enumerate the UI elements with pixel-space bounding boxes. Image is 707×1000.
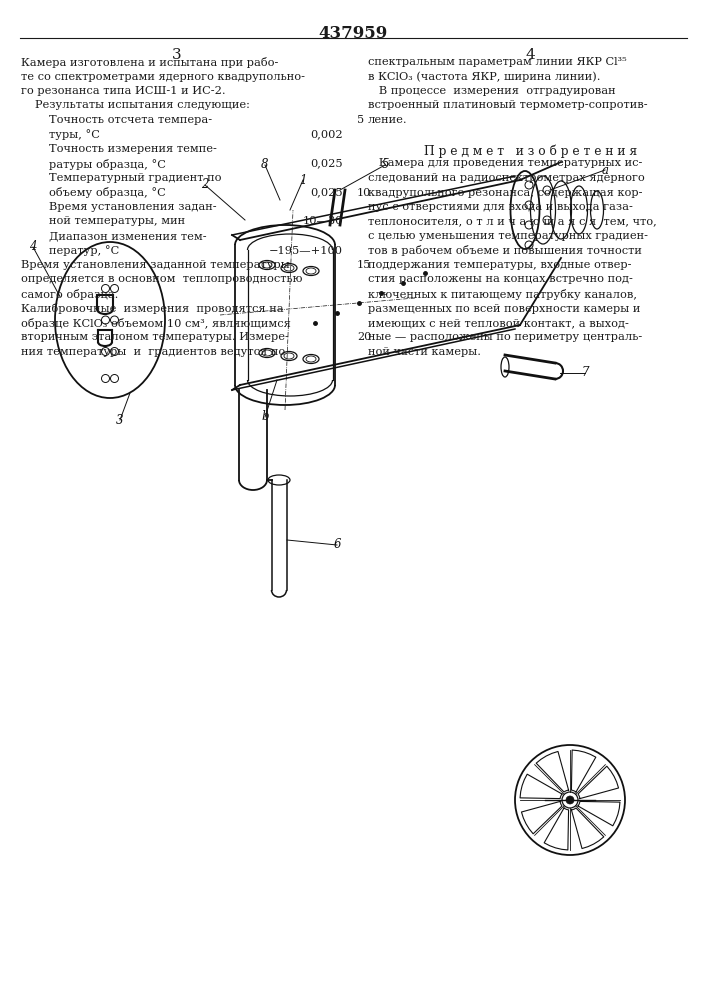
Text: объему образца, °С: объему образца, °С <box>49 188 166 198</box>
Text: 0,025: 0,025 <box>310 188 343 198</box>
Text: 437959: 437959 <box>318 25 387 42</box>
Text: те со спектрометрами ядерного квадрупольно-: те со спектрометрами ядерного квадруполь… <box>21 72 305 82</box>
Text: вторичным эталоном температуры. Измере-: вторичным эталоном температуры. Измере- <box>21 332 289 342</box>
Text: Камера изготовлена и испытана при рабо-: Камера изготовлена и испытана при рабо- <box>21 57 279 68</box>
Text: b: b <box>262 410 269 424</box>
Text: Камера для проведения температурных ис-: Камера для проведения температурных ис- <box>368 158 642 168</box>
Text: 10: 10 <box>357 188 371 198</box>
Text: туры, °С: туры, °С <box>49 129 100 140</box>
Text: 8: 8 <box>262 158 269 172</box>
Text: 10—30: 10—30 <box>303 217 343 227</box>
Text: Точность измерения темпе-: Точность измерения темпе- <box>49 144 217 154</box>
Text: Температурный градиент по: Температурный градиент по <box>49 173 222 183</box>
Text: стия расположены на концах встречно под-: стия расположены на концах встречно под- <box>368 274 633 284</box>
Text: поддержания температуры, входные отвер-: поддержания температуры, входные отвер- <box>368 260 631 270</box>
Text: 20: 20 <box>357 332 371 342</box>
Text: следований на радиоспектрометрах ядерного: следований на радиоспектрометрах ядерног… <box>368 173 644 183</box>
Text: пус с отверстиями для входа и выхода газа-: пус с отверстиями для входа и выхода газ… <box>368 202 633 212</box>
Text: тов в рабочем объеме и повышения точности: тов в рабочем объеме и повышения точност… <box>368 245 641 256</box>
Text: 5: 5 <box>357 115 364 125</box>
Text: 3: 3 <box>172 48 182 62</box>
Text: Калибровочные  измерения  проводятся на: Калибровочные измерения проводятся на <box>21 304 284 314</box>
Text: 3: 3 <box>116 414 124 426</box>
Text: Точность отсчета темпера-: Точность отсчета темпера- <box>49 115 213 125</box>
Text: ния температуры  и  градиентов ведутся по: ния температуры и градиентов ведутся по <box>21 347 286 357</box>
Text: 6: 6 <box>333 538 341 552</box>
Text: П р е д м е т   и з о б р е т е н и я: П р е д м е т и з о б р е т е н и я <box>423 144 637 157</box>
Text: ключенных к питающему патрубку каналов,: ключенных к питающему патрубку каналов, <box>368 289 636 300</box>
Text: 4: 4 <box>29 240 37 253</box>
Text: размещенных по всей поверхности камеры и: размещенных по всей поверхности камеры и <box>368 304 640 314</box>
Text: самого образца.: самого образца. <box>21 289 119 300</box>
Text: го резонанса типа ИСШ-1 и ИС-2.: го резонанса типа ИСШ-1 и ИС-2. <box>21 86 226 96</box>
Text: ные — расположены по периметру централь-: ные — расположены по периметру централь- <box>368 332 642 342</box>
Text: В процессе  измерения  отградуирован: В процессе измерения отградуирован <box>368 86 615 96</box>
Text: 4: 4 <box>525 48 535 62</box>
Text: с целью уменьшения температурных градиен-: с целью уменьшения температурных градиен… <box>368 231 648 241</box>
Text: Диапазон изменения тем-: Диапазон изменения тем- <box>49 231 207 241</box>
Text: Результаты испытания следующие:: Результаты испытания следующие: <box>35 101 250 110</box>
Text: −195—+100: −195—+100 <box>269 245 343 255</box>
Text: определяется в основном  теплопроводностью: определяется в основном теплопроводность… <box>21 274 303 284</box>
Text: в КСlО₃ (частота ЯКР, ширина линии).: в КСlО₃ (частота ЯКР, ширина линии). <box>368 72 600 82</box>
Text: имеющих с ней тепловой контакт, а выход-: имеющих с ней тепловой контакт, а выход- <box>368 318 629 328</box>
Text: ператур, °С: ператур, °С <box>49 245 119 256</box>
Text: ление.: ление. <box>368 115 407 125</box>
Text: 5: 5 <box>381 158 389 172</box>
Text: квадрупольного резонанса, содержащая кор-: квадрупольного резонанса, содержащая кор… <box>368 188 642 198</box>
Text: 7: 7 <box>581 366 589 379</box>
Text: ратуры образца, °С: ратуры образца, °С <box>49 158 166 169</box>
Text: Время установления заданной температуры: Время установления заданной температуры <box>21 260 290 270</box>
Text: 15: 15 <box>357 260 371 270</box>
Text: 0,025: 0,025 <box>310 158 343 168</box>
Text: теплоносителя, о т л и ч а ю щ а я с я  тем, что,: теплоносителя, о т л и ч а ю щ а я с я т… <box>368 217 656 227</box>
Text: образце КСlО₃ объемом 10 см³, являющимся: образце КСlО₃ объемом 10 см³, являющимся <box>21 318 291 329</box>
Text: ной температуры, мин: ной температуры, мин <box>49 217 186 227</box>
Text: спектральным параметрам линии ЯКР Сl³⁵: спектральным параметрам линии ЯКР Сl³⁵ <box>368 57 626 67</box>
Text: 1: 1 <box>299 174 307 186</box>
Text: 2: 2 <box>201 178 209 192</box>
Text: ной части камеры.: ной части камеры. <box>368 347 481 357</box>
Circle shape <box>566 796 574 804</box>
Text: Время установления задан-: Время установления задан- <box>49 202 217 212</box>
Text: встроенный платиновый термометр-сопротив-: встроенный платиновый термометр-сопротив… <box>368 101 648 110</box>
Text: 0,002: 0,002 <box>310 129 343 139</box>
Text: a: a <box>602 163 609 176</box>
